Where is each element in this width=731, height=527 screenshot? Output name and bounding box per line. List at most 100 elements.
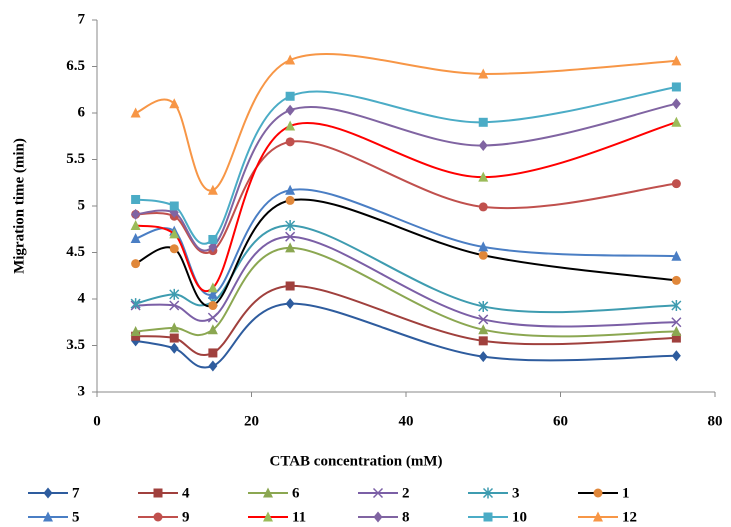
legend-label: 9	[182, 509, 190, 525]
marker	[478, 336, 488, 346]
marker	[285, 220, 296, 232]
marker	[208, 234, 218, 244]
marker	[131, 194, 141, 204]
marker	[671, 55, 682, 66]
series-line	[135, 121, 677, 292]
marker	[169, 333, 179, 343]
legend-marker	[593, 511, 603, 522]
y-tick-label: 5.5	[66, 151, 85, 167]
marker	[169, 288, 180, 300]
marker	[130, 298, 141, 310]
marker	[478, 324, 489, 335]
y-tick-label: 5	[78, 197, 86, 213]
x-tick-label: 0	[93, 413, 101, 429]
marker	[130, 233, 141, 244]
marker	[285, 137, 295, 147]
marker	[285, 104, 295, 116]
series	[130, 220, 682, 314]
x-axis-label: CTAB concentration (mM)	[269, 453, 442, 469]
legend-label: 3	[512, 485, 520, 501]
series	[131, 82, 681, 245]
marker	[169, 244, 179, 254]
legend-marker	[153, 488, 163, 498]
marker	[671, 116, 682, 127]
marker	[285, 120, 296, 131]
legend-label: 2	[402, 485, 410, 501]
marker	[478, 68, 489, 79]
legend-label: 7	[72, 485, 80, 501]
marker	[131, 331, 141, 341]
legend-label: 12	[622, 509, 637, 525]
legend-marker	[483, 512, 493, 522]
x-tick-label: 80	[708, 413, 723, 429]
marker	[207, 282, 218, 293]
marker	[131, 259, 141, 269]
marker	[671, 350, 681, 362]
y-tick-label: 3.5	[66, 337, 85, 353]
x-tick-label: 40	[399, 413, 414, 429]
legend-label: 8	[402, 509, 410, 525]
legend-marker	[593, 488, 603, 498]
marker	[671, 317, 682, 328]
series	[131, 195, 681, 311]
marker	[169, 322, 180, 333]
marker	[207, 312, 218, 323]
series-line	[135, 85, 677, 245]
series	[130, 52, 682, 195]
legend-label: 1	[622, 485, 630, 501]
legend-label: 4	[182, 485, 190, 501]
legend-label: 10	[512, 509, 527, 525]
marker	[208, 301, 218, 311]
marker	[478, 202, 488, 212]
marker	[285, 231, 296, 242]
marker	[169, 228, 180, 239]
marker	[478, 250, 488, 260]
legend-marker	[372, 487, 384, 499]
y-axis-label: Migration time (min)	[11, 138, 27, 274]
marker	[671, 250, 682, 261]
marker	[285, 54, 296, 65]
legend-marker	[263, 511, 273, 522]
marker	[478, 241, 489, 252]
legend-marker	[43, 487, 53, 499]
marker	[131, 208, 141, 220]
marker	[478, 140, 488, 152]
legend-marker	[482, 487, 494, 499]
y-tick-label: 4	[78, 290, 86, 306]
marker	[130, 326, 141, 337]
marker	[478, 351, 488, 363]
series-line	[135, 102, 677, 252]
legend-marker	[263, 487, 273, 498]
y-tick-label: 3	[78, 383, 86, 399]
series-line	[135, 52, 677, 192]
marker	[478, 314, 489, 325]
marker	[208, 360, 218, 372]
marker	[207, 288, 218, 299]
legend-marker	[43, 511, 53, 522]
y-tick-label: 6	[78, 104, 86, 120]
marker	[671, 333, 681, 343]
marker	[478, 171, 489, 182]
marker	[285, 91, 295, 101]
marker	[130, 107, 141, 118]
marker	[285, 195, 295, 205]
marker	[208, 241, 218, 253]
series	[130, 231, 682, 328]
marker	[169, 201, 179, 211]
marker	[285, 281, 295, 291]
marker	[478, 300, 489, 312]
series	[130, 242, 682, 338]
marker	[207, 184, 218, 195]
legend-label: 6	[292, 485, 300, 501]
marker	[169, 300, 180, 311]
series	[131, 281, 681, 358]
marker	[671, 275, 681, 285]
marker	[671, 326, 682, 337]
y-tick-label: 6.5	[66, 58, 85, 74]
marker	[207, 324, 218, 335]
marker	[285, 184, 296, 195]
legend-label: 11	[292, 509, 306, 525]
marker	[478, 117, 488, 127]
marker	[671, 82, 681, 92]
